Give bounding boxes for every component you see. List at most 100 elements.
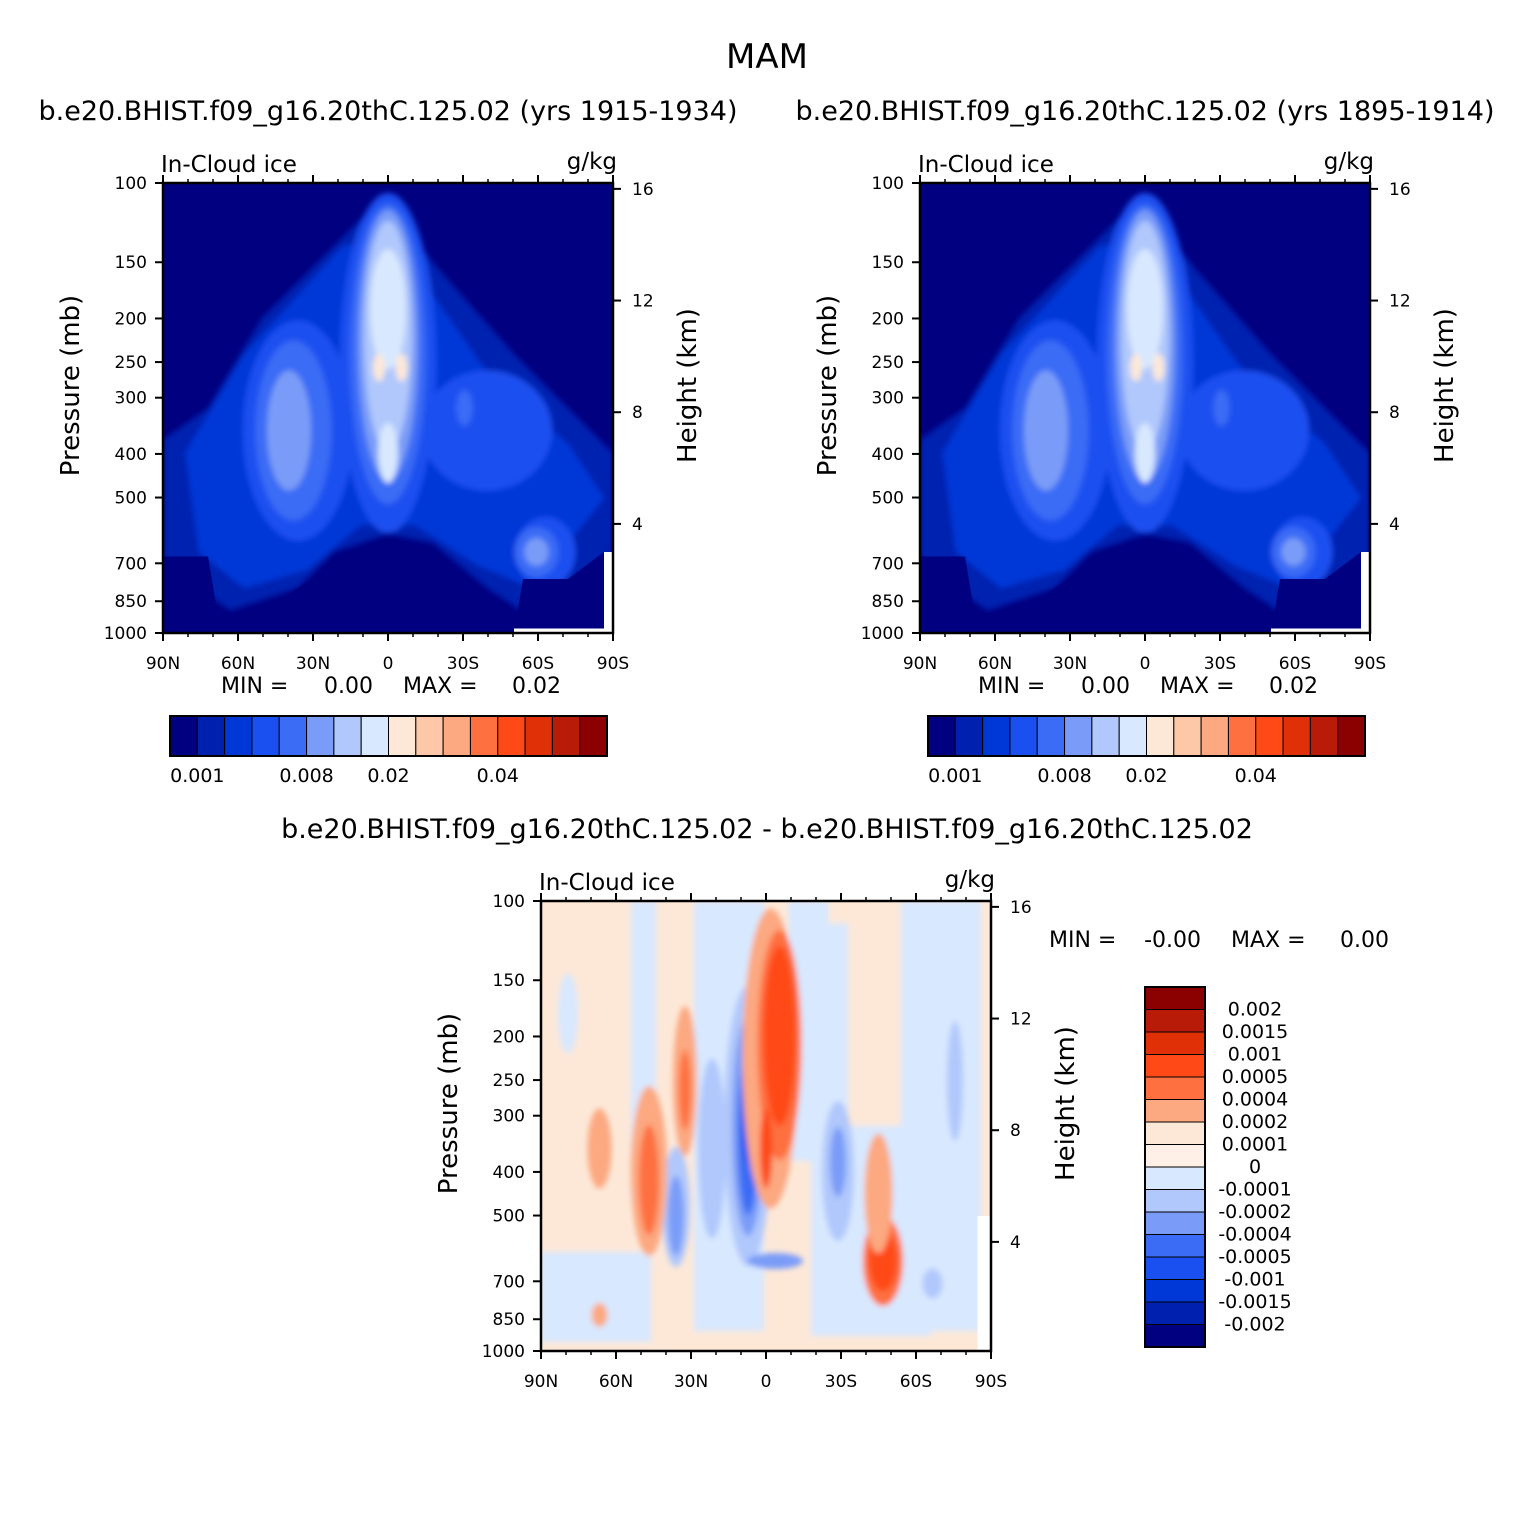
colorbar-swatch [1144, 1076, 1206, 1100]
contour-region [378, 423, 398, 483]
colorbar-swatch [954, 715, 984, 757]
x-tick-label: 30N [1053, 654, 1087, 674]
y-tick-label: 400 [115, 445, 147, 465]
contour-fill-group [163, 193, 613, 624]
y-axis-label: Pressure (mb) [56, 295, 86, 476]
contour-region [1024, 370, 1068, 491]
contour-region [587, 1108, 612, 1189]
x-tick-label: 60N [978, 654, 1012, 674]
max-label: MAX = [1231, 928, 1306, 953]
colorbar-swatch [251, 715, 280, 757]
missing-data-region [1271, 628, 1361, 633]
y-tick-label: 700 [872, 554, 904, 574]
x-tick-label: 30S [1204, 654, 1236, 674]
units-label: g/kg [1324, 149, 1374, 175]
colorbar-swatch [1200, 715, 1229, 757]
missing-data-region [1361, 552, 1370, 633]
y-axis-label: Pressure (mb) [434, 1013, 464, 1194]
x-tick-label: 30N [674, 1372, 708, 1392]
contour-region [524, 538, 549, 566]
x-tick-label: 0 [761, 1372, 772, 1392]
y2-axis-label: Height (km) [1051, 1026, 1081, 1181]
colorbar-tick-label: 0.0002 [1222, 1111, 1288, 1133]
missing-data-region [514, 628, 604, 633]
colorbar-tick-label: 0.04 [1235, 765, 1277, 787]
units-label: g/kg [567, 149, 617, 175]
colorbar-tick-label: 0.02 [1125, 765, 1167, 787]
colorbar-tick-label: -0.002 [1224, 1314, 1285, 1336]
colorbar-tick-label: 0.001 [170, 765, 224, 787]
contour-fill-group [541, 901, 981, 1342]
colorbar-swatch [524, 715, 553, 757]
contour-region [922, 1268, 943, 1299]
y-tick-label: 500 [872, 489, 904, 509]
colorbar-tick-label: -0.0002 [1218, 1201, 1291, 1223]
x-tick-label: 60S [1279, 654, 1311, 674]
max-value: 0.02 [512, 674, 561, 699]
max-value: 0.02 [1269, 674, 1318, 699]
y-tick-label: 100 [493, 892, 525, 912]
contour-field [163, 183, 613, 633]
colorbar-tick-label: 0.0001 [1222, 1134, 1288, 1156]
contour-region [947, 1021, 963, 1141]
contour-region [267, 370, 311, 491]
colorbar-swatch [169, 715, 198, 757]
colorbar-swatch [1309, 715, 1339, 757]
contour-region [558, 973, 578, 1054]
colorbar-tick-label: 0.04 [477, 765, 519, 787]
x-tick-label: 90N [903, 654, 937, 674]
colorbar-swatch [333, 715, 362, 757]
y-tick-label: 250 [493, 1071, 525, 1091]
figure-title: MAM [726, 37, 808, 77]
x-tick-label: 90S [597, 654, 629, 674]
colorbar-swatch [1144, 1166, 1206, 1190]
colorbar-swatch [497, 715, 526, 757]
missing-data-region [977, 1216, 991, 1351]
y2-tick-label: 16 [632, 180, 654, 200]
y2-tick-label: 16 [1389, 180, 1411, 200]
colorbar-swatch [224, 715, 253, 757]
x-tick-label: 30S [447, 654, 479, 674]
colorbar-swatch [1337, 715, 1366, 757]
colorbar-swatch [469, 715, 499, 757]
contour-region [830, 1127, 846, 1197]
contour-region [1135, 423, 1155, 483]
y2-tick-label: 8 [632, 403, 643, 423]
y-tick-label: 100 [872, 174, 904, 194]
contour-region [370, 249, 406, 369]
colorbar-swatch [1255, 715, 1284, 757]
y2-axis-label: Height (km) [673, 308, 703, 463]
colorbar-swatch [196, 715, 226, 757]
y2-axis-label: Height (km) [1430, 308, 1460, 463]
x-tick-label: 90S [975, 1372, 1007, 1392]
y2-tick-label: 4 [1010, 1233, 1021, 1253]
colorbar-tick-label: 0.001 [1228, 1044, 1282, 1066]
contour-region [698, 1058, 726, 1239]
colorbar-swatch [306, 715, 335, 757]
colorbar-swatch [1118, 715, 1147, 757]
colorbar-swatch [1144, 1099, 1206, 1123]
x-tick-label: 60N [599, 1372, 633, 1392]
y-tick-label: 700 [493, 1272, 525, 1292]
y-tick-label: 400 [872, 445, 904, 465]
contour-region [541, 1252, 651, 1342]
colorbar-tick-label: 0.008 [279, 765, 333, 787]
y-tick-label: 200 [493, 1027, 525, 1047]
colorbar-swatch [1144, 1121, 1206, 1145]
colorbar-swatch [1173, 715, 1202, 757]
colorbar-swatch [1227, 715, 1257, 757]
contour-field [920, 183, 1370, 633]
y-tick-label: 300 [115, 389, 147, 409]
y2-tick-label: 12 [1010, 1010, 1032, 1030]
x-tick-label: 0 [1140, 654, 1151, 674]
variable-label: In-Cloud ice [918, 152, 1054, 178]
contour-region [1213, 390, 1230, 426]
y2-tick-label: 8 [1010, 1121, 1021, 1141]
panel-title: b.e20.BHIST.f09_g16.20thC.125.02 (yrs 19… [38, 96, 737, 127]
y2-tick-label: 12 [632, 292, 654, 312]
y-tick-label: 150 [872, 253, 904, 273]
contour-region [1130, 353, 1142, 382]
colorbar-swatch [388, 715, 417, 757]
contour-region [456, 390, 473, 426]
contour-region [422, 370, 552, 491]
